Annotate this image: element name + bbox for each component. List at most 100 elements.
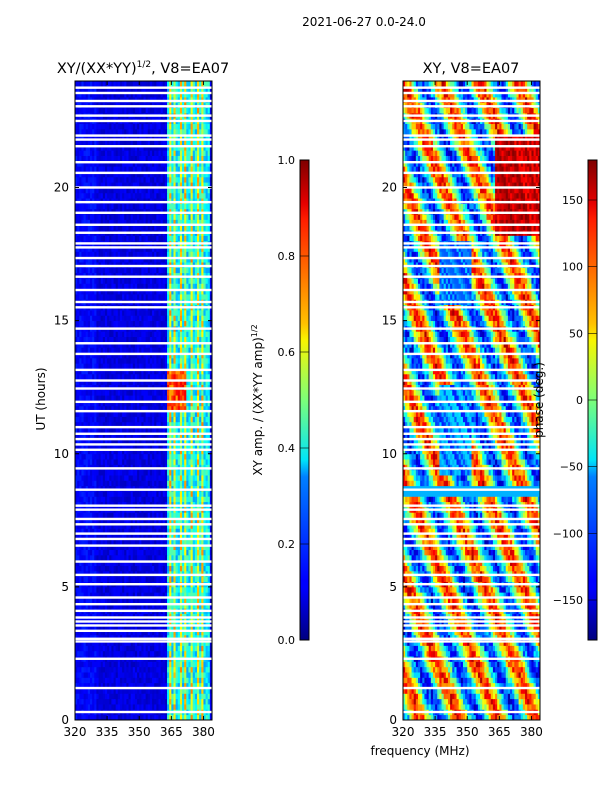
amplitude-cell — [77, 586, 80, 593]
amplitude-cell — [203, 533, 206, 540]
amplitude-cell — [115, 389, 119, 396]
amplitude-cell — [164, 597, 168, 604]
amplitude-cell — [164, 554, 168, 561]
amplitude-cell — [89, 629, 93, 636]
amplitude-cell — [124, 320, 127, 327]
amplitude-cell — [92, 645, 95, 652]
amplitude-cell — [96, 336, 99, 343]
amplitude-cell — [117, 395, 121, 401]
amplitude-cell — [167, 677, 170, 684]
amplitude-cell — [192, 389, 196, 396]
amplitude-cell — [141, 698, 144, 705]
amplitude-cell — [179, 357, 183, 364]
amplitude-cell — [134, 347, 138, 353]
amplitude-cell — [169, 512, 172, 519]
amplitude-cell — [137, 373, 140, 380]
amplitude-cell — [134, 480, 138, 487]
amplitude-cell — [102, 661, 106, 668]
amplitude-cell — [177, 554, 181, 561]
amplitude-cell — [209, 331, 213, 338]
amplitude-cell — [98, 661, 102, 668]
amplitude-cell — [117, 522, 121, 529]
amplitude-cell — [175, 416, 179, 423]
amplitude-cell — [171, 448, 174, 455]
amplitude-cell — [75, 549, 78, 556]
amplitude-cell — [122, 315, 125, 322]
amplitude-cell — [145, 379, 149, 385]
amplitude-cell — [102, 688, 106, 694]
amplitude-cell — [192, 315, 196, 322]
amplitude-cell — [149, 416, 153, 423]
amplitude-cell — [186, 549, 189, 556]
amplitude-cell — [130, 443, 134, 449]
amplitude-cell — [111, 459, 114, 465]
amplitude-cell — [134, 475, 138, 481]
amplitude-cell — [143, 336, 147, 343]
amplitude-cell — [111, 347, 114, 353]
amplitude-cell — [188, 512, 191, 519]
amplitude-cell — [169, 453, 172, 460]
amplitude-cell — [87, 352, 91, 359]
amplitude-cell — [184, 528, 187, 535]
amplitude-cell — [130, 666, 134, 673]
amplitude-cell — [141, 586, 144, 593]
amplitude-cell — [96, 475, 99, 481]
amplitude-cell — [190, 544, 194, 550]
amplitude-cell — [194, 650, 198, 657]
amplitude-cell — [177, 661, 181, 668]
amplitude-cell — [92, 347, 95, 353]
amplitude-cell — [132, 496, 136, 503]
amplitude-cell — [75, 389, 78, 396]
amplitude-cell — [122, 565, 125, 572]
amplitude-cell — [197, 400, 200, 407]
amplitude-cell — [83, 427, 87, 433]
amplitude-cell — [75, 698, 78, 705]
amplitude-cell — [207, 368, 211, 375]
amplitude-cell — [188, 661, 191, 668]
amplitude-cell — [79, 645, 82, 652]
amplitude-cell — [182, 389, 185, 396]
amplitude-cell — [173, 421, 177, 428]
amplitude-cell — [98, 517, 102, 524]
amplitude-cell — [152, 459, 155, 465]
amplitude-cell — [141, 341, 144, 348]
amplitude-cell — [128, 512, 132, 519]
amplitude-cell — [156, 315, 159, 322]
amplitude-cell — [126, 480, 129, 487]
amplitude-cell — [122, 411, 125, 417]
amplitude-cell — [132, 400, 136, 407]
amplitude-cell — [81, 389, 84, 396]
amplitude-cell — [167, 538, 170, 545]
amplitude-cell — [207, 400, 211, 407]
amplitude-cell — [109, 453, 112, 460]
amplitude-cell — [89, 459, 93, 465]
amplitude-cell — [113, 491, 117, 497]
amplitude-cell — [117, 688, 121, 694]
amplitude-cell — [169, 629, 172, 636]
amplitude-cell — [117, 602, 121, 609]
amplitude-cell — [104, 666, 108, 673]
amplitude-cell — [109, 549, 112, 556]
amplitude-cell — [173, 357, 177, 364]
amplitude-cell — [98, 363, 102, 369]
amplitude-cell — [117, 650, 121, 657]
amplitude-cell — [169, 586, 172, 593]
amplitude-cell — [145, 432, 149, 439]
amplitude-cell — [83, 629, 87, 636]
amplitude-cell — [119, 357, 123, 364]
amplitude-cell — [186, 448, 189, 455]
amplitude-cell — [87, 331, 91, 338]
amplitude-cell — [184, 400, 187, 407]
amplitude-cell — [175, 347, 179, 353]
amplitude-cell — [179, 352, 183, 359]
amplitude-cell — [186, 496, 189, 503]
amplitude-cell — [154, 475, 157, 481]
amplitude-cell — [160, 416, 164, 423]
amplitude-cell — [167, 640, 170, 646]
amplitude-cell — [107, 453, 110, 460]
amplitude-cell — [147, 336, 151, 343]
amplitude-cell — [192, 544, 196, 550]
amplitude-cell — [190, 379, 194, 385]
amplitude-cell — [149, 427, 153, 433]
amplitude-cell — [115, 597, 119, 604]
